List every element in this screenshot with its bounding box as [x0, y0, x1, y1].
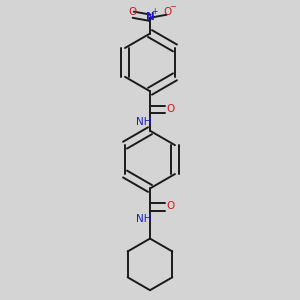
Text: O: O [164, 7, 172, 17]
Text: O: O [167, 104, 175, 114]
Text: NH: NH [136, 214, 152, 224]
Text: NH: NH [136, 117, 152, 127]
Text: −: − [169, 2, 176, 11]
Text: O: O [167, 201, 175, 211]
Text: O: O [128, 7, 136, 17]
Text: N: N [146, 12, 154, 22]
Text: +: + [151, 7, 158, 16]
